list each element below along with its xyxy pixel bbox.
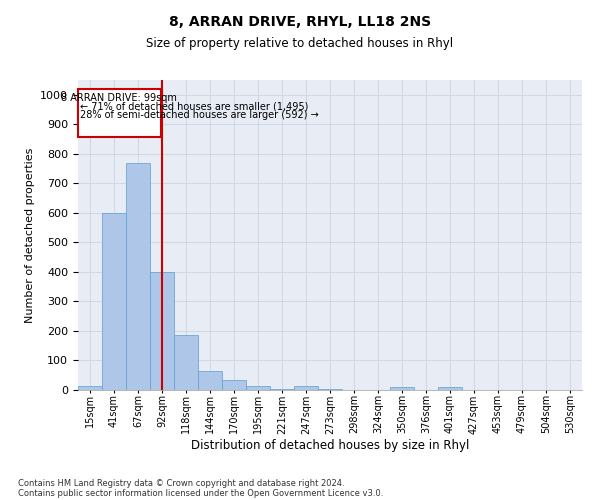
Bar bbox=[150, 272, 174, 390]
Bar bbox=[78, 89, 161, 136]
Text: Size of property relative to detached houses in Rhyl: Size of property relative to detached ho… bbox=[146, 38, 454, 51]
Bar bbox=[102, 213, 126, 390]
Text: Contains public sector information licensed under the Open Government Licence v3: Contains public sector information licen… bbox=[18, 488, 383, 498]
Text: 28% of semi-detached houses are larger (592) →: 28% of semi-detached houses are larger (… bbox=[80, 110, 319, 120]
Bar bbox=[126, 162, 150, 390]
X-axis label: Distribution of detached houses by size in Rhyl: Distribution of detached houses by size … bbox=[191, 439, 469, 452]
Text: 8 ARRAN DRIVE: 99sqm: 8 ARRAN DRIVE: 99sqm bbox=[61, 92, 178, 102]
Bar bbox=[246, 386, 270, 390]
Bar bbox=[390, 387, 414, 390]
Bar bbox=[318, 388, 342, 390]
Text: Contains HM Land Registry data © Crown copyright and database right 2024.: Contains HM Land Registry data © Crown c… bbox=[18, 478, 344, 488]
Bar bbox=[174, 336, 198, 390]
Bar bbox=[438, 387, 462, 390]
Bar bbox=[78, 386, 102, 390]
Y-axis label: Number of detached properties: Number of detached properties bbox=[25, 148, 35, 322]
Bar bbox=[222, 380, 246, 390]
Bar bbox=[270, 388, 294, 390]
Bar bbox=[198, 371, 222, 390]
Text: ← 71% of detached houses are smaller (1,495): ← 71% of detached houses are smaller (1,… bbox=[80, 102, 308, 112]
Text: 8, ARRAN DRIVE, RHYL, LL18 2NS: 8, ARRAN DRIVE, RHYL, LL18 2NS bbox=[169, 15, 431, 29]
Bar bbox=[294, 386, 318, 390]
